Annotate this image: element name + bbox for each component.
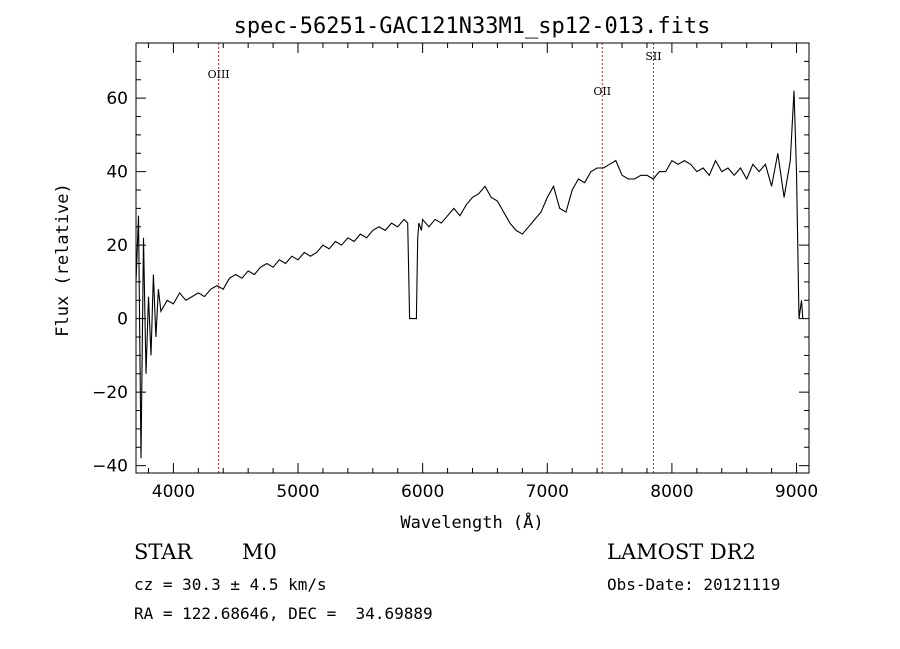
x-axis-label: Wavelength (Å) (400, 511, 543, 533)
emission-line-label: OIII (208, 68, 230, 81)
object-subclass: M0 (242, 540, 277, 564)
object-class: STAR (134, 540, 193, 564)
y-tick-label: 0 (117, 310, 128, 330)
x-tick-label: 7000 (526, 482, 569, 502)
y-tick-label: 60 (106, 89, 128, 109)
x-tick-label: 8000 (650, 482, 693, 502)
coordinates: RA = 122.68646, DEC = 34.69889 (134, 604, 433, 623)
plot-frame (135, 42, 810, 474)
x-tick-label: 5000 (276, 482, 319, 502)
y-tick-label: −40 (92, 457, 128, 477)
spectrum-line (135, 90, 804, 459)
x-tick-label: 4000 (152, 482, 195, 502)
observation-date: Obs-Date: 20121119 (607, 575, 781, 594)
y-axis-label: Flux (relative) (53, 183, 73, 337)
y-tick-label: 40 (106, 163, 128, 183)
y-tick-label: −20 (92, 383, 128, 403)
emission-line-label: OII (593, 85, 611, 98)
x-tick-label: 6000 (401, 482, 444, 502)
x-tick-label: 9000 (775, 482, 818, 502)
redshift-value: cz = 30.3 ± 4.5 km/s (134, 575, 327, 594)
chart-title: spec-56251-GAC121N33M1_sp12-013.fits (234, 14, 711, 39)
y-tick-label: 20 (106, 236, 128, 256)
survey-name: LAMOST DR2 (607, 540, 756, 564)
emission-line-label: SII (645, 50, 661, 63)
